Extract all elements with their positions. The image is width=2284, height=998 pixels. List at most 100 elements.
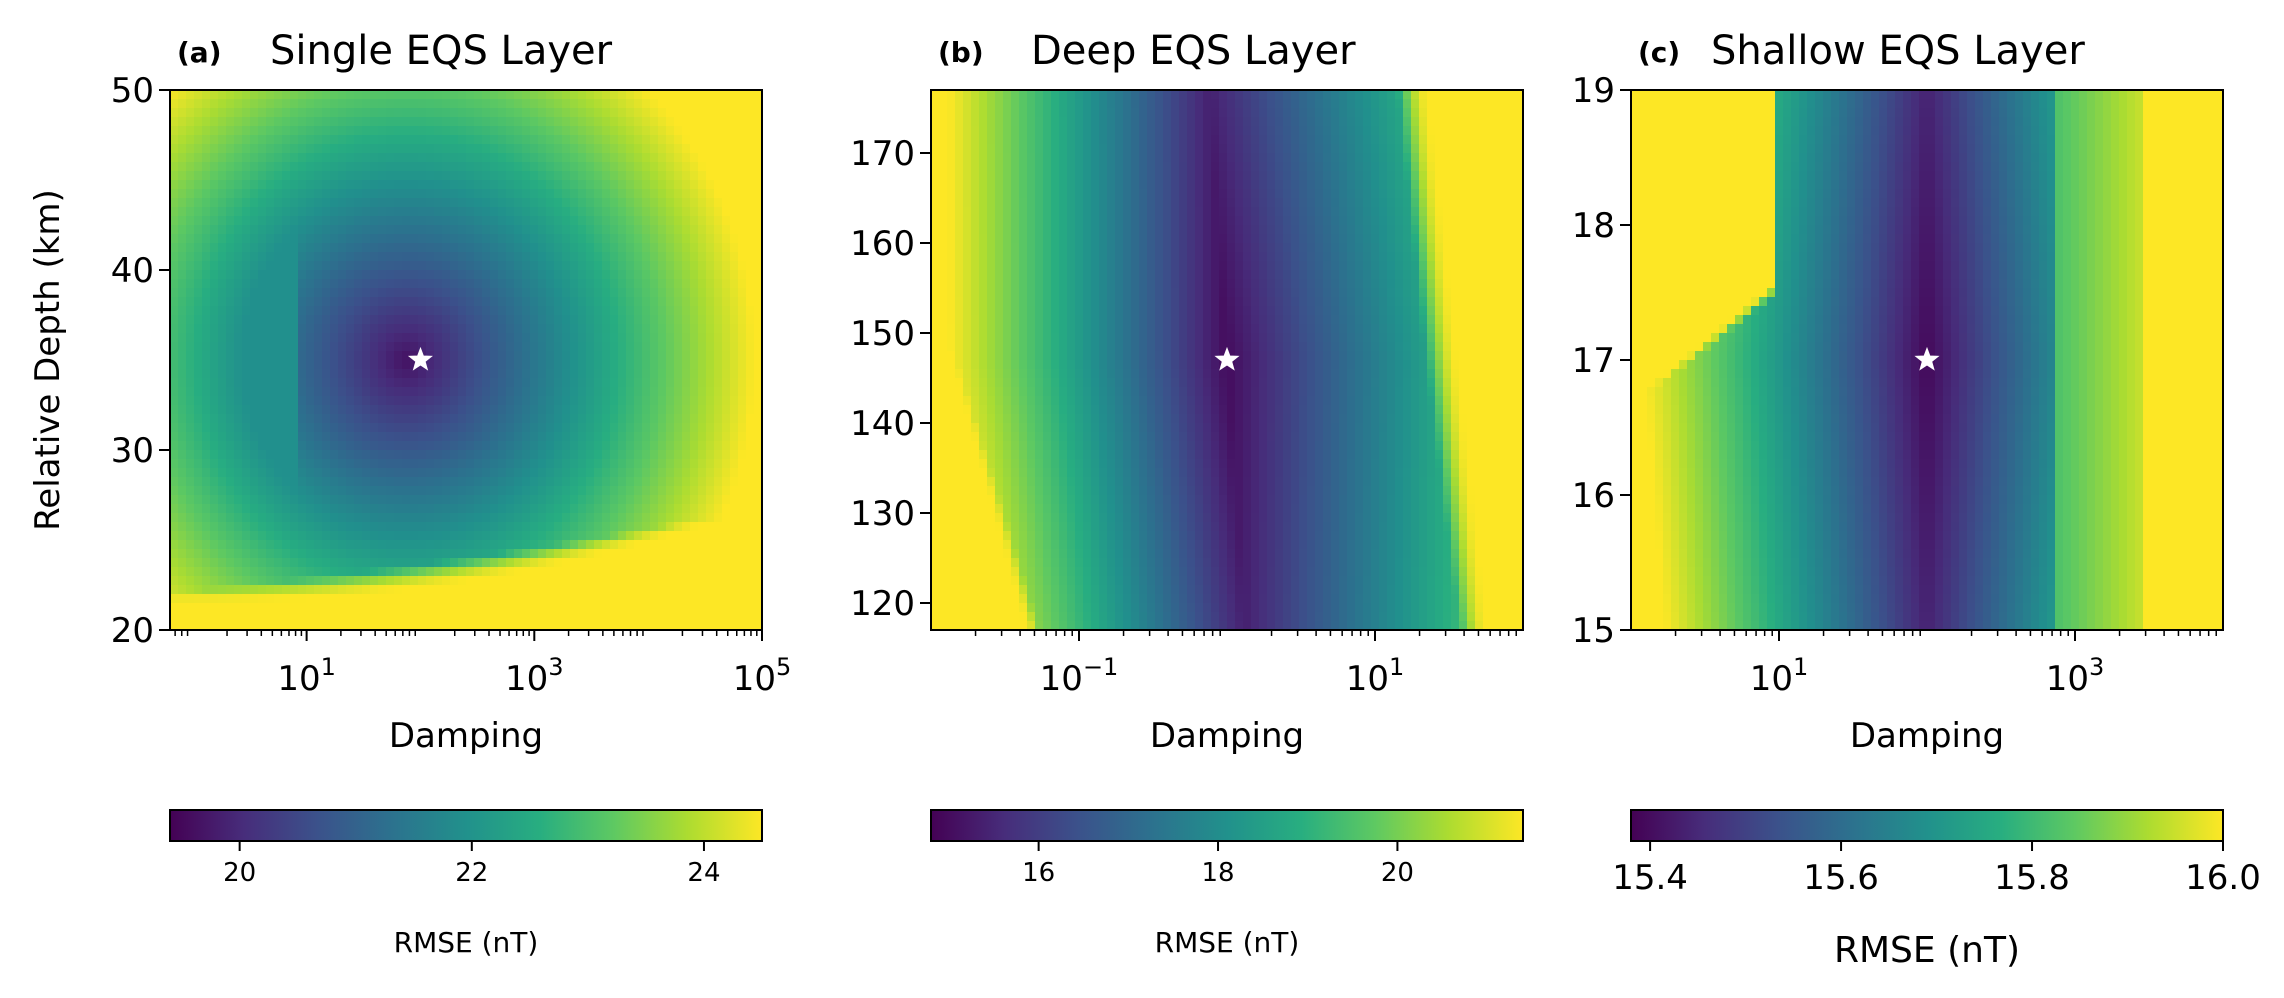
heatmap-cell: [698, 207, 707, 217]
heatmap-cell: [947, 333, 956, 343]
heatmap-cell: [586, 360, 595, 370]
heatmap-cell: [690, 441, 699, 451]
heatmap-cell: [314, 522, 323, 532]
heatmap-cell: [530, 513, 539, 523]
heatmap-cell: [250, 441, 259, 451]
heatmap-cell: [394, 216, 403, 226]
heatmap-cell: [322, 585, 331, 595]
heatmap-cell: [530, 162, 539, 172]
heatmap-cell: [738, 378, 747, 388]
heatmap-cell: [474, 396, 483, 406]
heatmap-cell: [658, 117, 667, 127]
heatmap-cell: [362, 135, 371, 145]
heatmap-cell: [306, 171, 315, 181]
x-tick-label: 103: [505, 653, 564, 699]
heatmap-cell: [498, 495, 507, 505]
heatmap-cell: [218, 252, 227, 262]
heatmap-cell: [434, 108, 443, 118]
heatmap-cell: [963, 216, 972, 226]
heatmap-cell: [234, 432, 243, 442]
heatmap-cell: [418, 297, 427, 307]
heatmap-cell: [210, 198, 219, 208]
heatmap-cell: [578, 252, 587, 262]
heatmap-cell: [354, 495, 363, 505]
heatmap-cell: [242, 378, 251, 388]
heatmap-cell: [971, 423, 980, 433]
heatmap-cell: [218, 135, 227, 145]
heatmap-cell: [562, 585, 571, 595]
heatmap-cell: [330, 468, 339, 478]
heatmap-cell: [570, 333, 579, 343]
heatmap-cell: [498, 117, 507, 127]
heatmap-cell: [210, 90, 219, 100]
heatmap-cell: [298, 495, 307, 505]
heatmap-cell: [666, 243, 675, 253]
heatmap-cell: [370, 333, 379, 343]
heatmap-cell: [442, 486, 451, 496]
heatmap-cell: [554, 549, 563, 559]
heatmap-cell: [682, 252, 691, 262]
heatmap-cell: [234, 99, 243, 109]
heatmap-cell: [434, 180, 443, 190]
heatmap-cell: [210, 405, 219, 415]
heatmap-cell: [594, 468, 603, 478]
heatmap-cell: [378, 288, 387, 298]
heatmap-cell: [554, 342, 563, 352]
heatmap-cell: [554, 297, 563, 307]
heatmap-cell: [178, 261, 187, 271]
heatmap-cell: [218, 189, 227, 199]
heatmap-cell: [562, 621, 571, 631]
heatmap-cell: [458, 387, 467, 397]
heatmap-cell: [746, 297, 755, 307]
heatmap-cell: [658, 126, 667, 136]
heatmap-cell: [498, 369, 507, 379]
heatmap-cell: [242, 315, 251, 325]
heatmap-cell: [242, 513, 251, 523]
heatmap-cell: [426, 612, 435, 622]
heatmap-cell: [979, 108, 988, 118]
heatmap-cell: [434, 432, 443, 442]
heatmap-cell: [378, 216, 387, 226]
heatmap-cell: [578, 468, 587, 478]
heatmap-cell: [314, 387, 323, 397]
heatmap-cell: [202, 252, 211, 262]
heatmap-cell: [955, 216, 964, 226]
heatmap-cell: [282, 279, 291, 289]
heatmap-cell: [170, 153, 179, 163]
heatmap-cell: [674, 90, 683, 100]
heatmap-cell: [682, 171, 691, 181]
heatmap-cell: [298, 342, 307, 352]
heatmap-cell: [979, 531, 988, 541]
heatmap-cell: [634, 468, 643, 478]
heatmap-cell: [170, 99, 179, 109]
heatmap-cell: [490, 270, 499, 280]
heatmap-cell: [434, 135, 443, 145]
heatmap-cell: [386, 306, 395, 316]
heatmap-cell: [266, 288, 275, 298]
heatmap-cell: [386, 117, 395, 127]
heatmap-cell: [546, 558, 555, 568]
heatmap-cell: [346, 243, 355, 253]
heatmap-cell: [314, 513, 323, 523]
heatmap-cell: [202, 441, 211, 451]
heatmap-cell: [650, 90, 659, 100]
heatmap-cell: [482, 432, 491, 442]
heatmap-cell: [602, 450, 611, 460]
heatmap-cell: [306, 450, 315, 460]
heatmap-cell: [274, 369, 283, 379]
heatmap-cell: [746, 198, 755, 208]
heatmap-cell: [202, 198, 211, 208]
heatmap-cell: [378, 441, 387, 451]
heatmap-cell: [578, 459, 587, 469]
heatmap-cell: [498, 567, 507, 577]
heatmap-cell: [242, 207, 251, 217]
heatmap-cell: [338, 324, 347, 334]
heatmap-cell: [562, 207, 571, 217]
heatmap-cell: [594, 171, 603, 181]
heatmap-cell: [426, 441, 435, 451]
heatmap-cell: [610, 594, 619, 604]
heatmap-cell: [514, 621, 523, 631]
heatmap-cell: [658, 468, 667, 478]
heatmap-cell: [706, 153, 715, 163]
heatmap-cell: [346, 450, 355, 460]
